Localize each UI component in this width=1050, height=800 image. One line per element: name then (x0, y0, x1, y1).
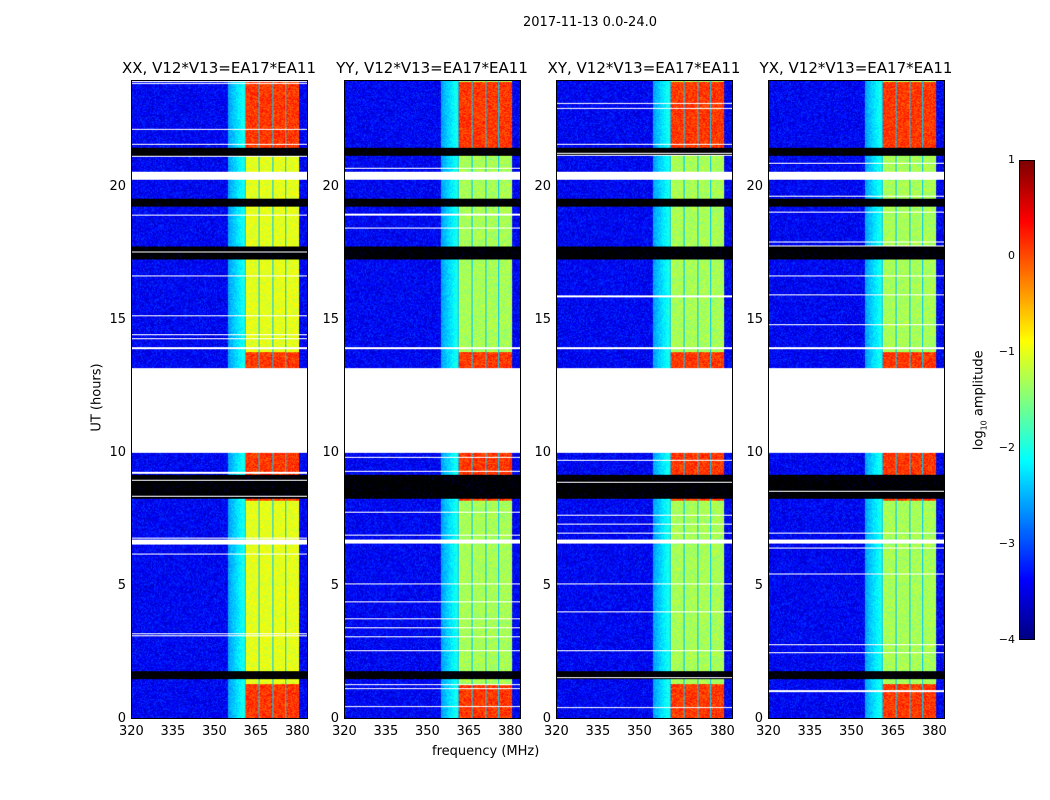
x-tick-label: 365 (456, 724, 482, 739)
x-tick-label: 350 (414, 724, 440, 739)
x-tick-label: 320 (544, 724, 569, 739)
y-tick-label: 15 (109, 311, 126, 327)
colorbar-tick-label: −3 (998, 537, 1015, 550)
y-tick-label: 5 (330, 577, 339, 593)
y-tick-label: 20 (322, 178, 339, 194)
x-tick-label: 380 (921, 724, 947, 739)
heatmap-panel (344, 80, 521, 719)
y-tick-label: 0 (117, 711, 126, 726)
y-axis-label: UT (hours) (89, 363, 105, 432)
x-tick-label: 380 (709, 724, 735, 739)
x-tick-label: 380 (497, 724, 523, 739)
x-tick-label: 320 (119, 724, 144, 739)
y-tick-label: 5 (117, 577, 126, 593)
y-tick-label: 15 (746, 311, 763, 327)
y-tick-label: 20 (109, 178, 126, 194)
y-tick-label: 5 (754, 577, 763, 593)
y-tick-label: 5 (542, 577, 551, 593)
x-axis-label: frequency (MHz) (432, 744, 540, 759)
figure-title: 2017-11-13 0.0-24.0 (523, 15, 657, 30)
x-tick-label: 365 (668, 724, 694, 739)
y-tick-label: 10 (746, 444, 763, 460)
x-tick-label: 380 (284, 724, 310, 739)
colorbar-label: log10 amplitude (971, 350, 989, 451)
heatmap-panel (556, 80, 733, 719)
y-tick-label: 20 (746, 178, 763, 194)
x-tick-label: 335 (797, 724, 823, 739)
y-tick-label: 10 (109, 444, 126, 460)
heatmap-panel (768, 80, 945, 719)
x-tick-label: 350 (626, 724, 652, 739)
x-tick-label: 365 (880, 724, 906, 739)
panel-title: YX, V12*V13=EA17*EA11 (759, 59, 953, 77)
x-tick-label: 320 (756, 724, 781, 739)
colorbar-tick-label: 1 (1008, 153, 1015, 166)
colorbar (1019, 160, 1035, 640)
x-tick-label: 350 (201, 724, 227, 739)
y-tick-label: 0 (754, 711, 763, 726)
x-tick-label: 335 (373, 724, 399, 739)
colorbar-tick-label: −2 (998, 441, 1015, 454)
y-tick-label: 15 (322, 311, 339, 327)
x-tick-label: 335 (585, 724, 611, 739)
colorbar-tick-label: 0 (1008, 249, 1015, 262)
x-tick-label: 335 (160, 724, 186, 739)
y-tick-label: 0 (330, 711, 339, 726)
y-tick-label: 10 (534, 444, 551, 460)
panel-title: XY, V12*V13=EA17*EA11 (547, 59, 741, 77)
y-tick-label: 10 (322, 444, 339, 460)
x-tick-label: 365 (243, 724, 269, 739)
y-tick-label: 0 (542, 711, 551, 726)
y-tick-label: 15 (534, 311, 551, 327)
panel-title: YY, V12*V13=EA17*EA11 (336, 59, 528, 77)
x-tick-label: 320 (332, 724, 357, 739)
heatmap-panel (131, 80, 308, 719)
colorbar-tick-label: −1 (998, 345, 1015, 358)
y-tick-label: 20 (534, 178, 551, 194)
panel-title: XX, V12*V13=EA17*EA11 (121, 59, 316, 77)
x-tick-label: 350 (838, 724, 864, 739)
colorbar-tick-label: −4 (998, 633, 1015, 646)
